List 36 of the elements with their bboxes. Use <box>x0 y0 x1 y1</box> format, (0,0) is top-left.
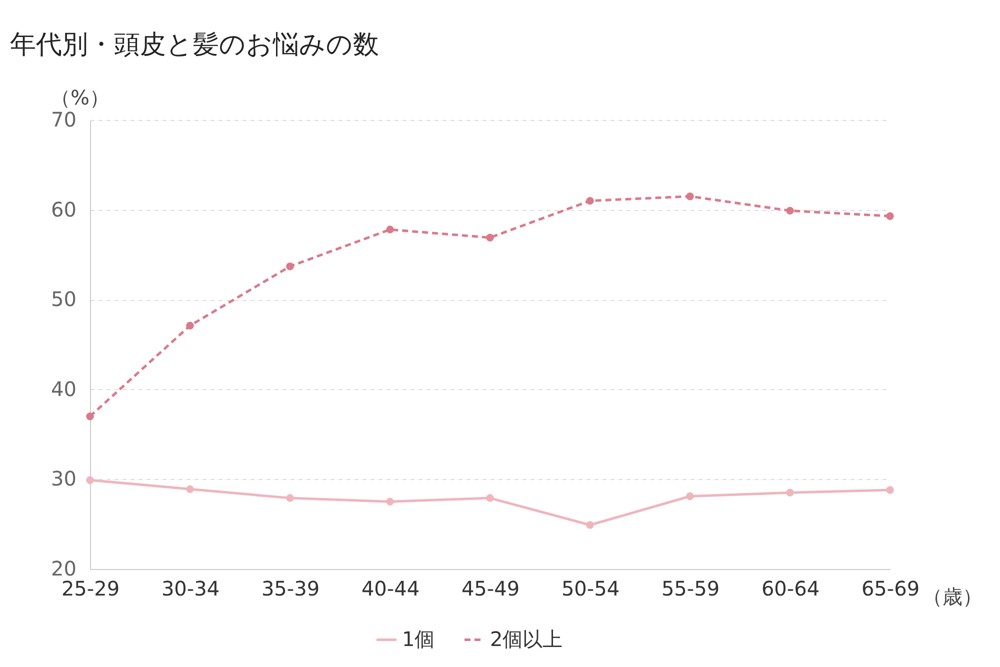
point <box>586 521 594 529</box>
x-tick-label: 45-49 <box>461 576 520 600</box>
x-tick-label: 60-64 <box>761 576 820 600</box>
point <box>586 196 594 205</box>
y-tick-label: 40 <box>51 376 76 401</box>
point <box>86 476 94 484</box>
point <box>386 498 394 506</box>
x-axis-title: （歳） <box>922 584 982 608</box>
point <box>686 492 694 500</box>
x-tick-label: 40-44 <box>361 576 420 600</box>
point <box>186 322 194 330</box>
point <box>686 192 694 200</box>
point <box>86 412 94 420</box>
x-tick-label: 65-69 <box>861 576 920 600</box>
y-tick-label: 70 <box>51 108 76 132</box>
x-tick-label: 55-59 <box>661 576 720 600</box>
point <box>486 234 494 242</box>
point <box>886 212 894 220</box>
point <box>286 494 294 502</box>
point <box>886 486 894 494</box>
x-tick-label: 50-54 <box>561 576 620 600</box>
point <box>286 262 294 270</box>
legend-label: 1個 <box>402 626 435 651</box>
y-axis-title: （%） <box>50 86 110 110</box>
point <box>486 494 494 502</box>
point <box>386 226 394 234</box>
chart-title: 年代別・頭皮と髪のお悩みの数 <box>10 30 379 60</box>
x-tick-label: 30-34 <box>161 576 220 600</box>
point <box>786 488 794 497</box>
x-tick-label: 35-39 <box>261 576 320 600</box>
y-tick-label: 50 <box>51 287 76 312</box>
point <box>186 485 194 493</box>
point <box>786 206 794 215</box>
y-tick-label: 60 <box>51 197 76 222</box>
y-tick-label: 30 <box>51 466 76 491</box>
legend-label: 2個以上 <box>490 626 563 651</box>
